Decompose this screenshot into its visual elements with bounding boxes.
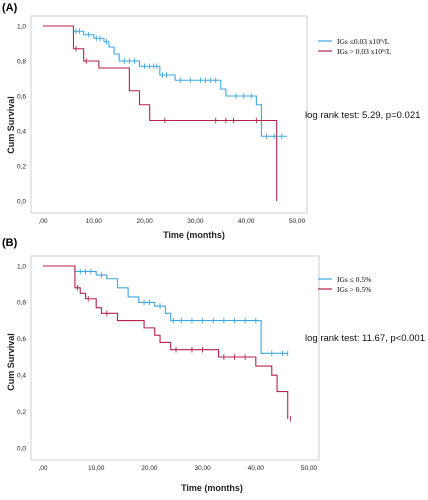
panel-b-legend-label-2: IGs > 0.5% <box>337 285 371 294</box>
panel-b-legend: IGs ≤ 0.5% IGs > 0.5% <box>318 275 371 294</box>
panel-b-label: (B) <box>2 237 18 249</box>
panel-a-y-tick-label: 0,8 <box>17 58 26 65</box>
panel-a-y-tick-label: 1,0 <box>17 23 26 30</box>
panel-b-legend-label-1: IGs ≤ 0.5% <box>337 275 371 284</box>
panel-a-x-tick-label: ,00 <box>38 218 47 225</box>
panel-a-y-tick-label: 0,4 <box>17 128 26 135</box>
panel-b-ticks: 0,0 0,2 0,4 0,6 0,8 1,0 ,00 10,00 20,00 30,00 40,0… <box>17 263 318 472</box>
panel-a-y-tick-label: 0,6 <box>17 93 26 100</box>
panel-b-y-tick-label: 0,6 <box>17 336 26 343</box>
panel-b-y-tick-label: 0,4 <box>17 373 26 380</box>
panel-a-legend-label-1: IGs ≤0.03 x10⁹/L <box>337 37 390 46</box>
panel-b-x-axis-title: Time (months) <box>181 483 243 493</box>
panel-a-plot-frame <box>30 15 308 214</box>
panel-a-x-tick-label: 30,00 <box>187 218 204 225</box>
panel-a-y-tick-label: 0,0 <box>17 198 26 205</box>
panel-a-log-rank-annotation: log rank test: 5.29, p=0.021 <box>305 110 420 121</box>
panel-a-label: (A) <box>2 2 18 14</box>
panel-b-series-2-survival-curve <box>43 265 289 419</box>
panel-a-ticks: 0,0 0,2 0,4 0,6 0,8 1,0 ,00 10,00 20,00 30,00 40,0… <box>17 23 306 225</box>
panel-a-x-tick-label: 20,00 <box>136 218 153 225</box>
panel-b-series-1-survival-curve <box>43 265 288 354</box>
panel-a-x-axis-title: Time (months) <box>163 230 225 240</box>
panel-b-x-tick-label: 50,00 <box>301 465 318 472</box>
panel-a-legend-label-2: IGs > 0.03 x10⁹/L <box>337 47 392 56</box>
panel-b-y-tick-label: 0,8 <box>17 300 26 307</box>
panel-a: (A) 0,0 0,2 0,4 0,6 0,8 1,0 ,00 10,00 20,00 30,00… <box>2 2 420 240</box>
panel-b-x-tick-label: 10,00 <box>88 465 105 472</box>
panel-b-plot-frame <box>30 255 320 461</box>
panel-b-y-tick-label: 0,0 <box>17 445 26 452</box>
panel-b-log-rank-annotation: log rank test: 11.67, p<0.001 <box>305 333 425 344</box>
panel-a-y-axis-title: Cum Survival <box>6 96 16 154</box>
panel-b-y-axis-title: Cum Survival <box>6 333 16 391</box>
panel-a-x-tick-label: 10,00 <box>86 218 103 225</box>
panel-a-y-tick-label: 0,2 <box>17 163 26 170</box>
panel-b-x-tick-label: ,00 <box>38 465 47 472</box>
panel-b: (B) 0,0 0,2 0,4 0,6 0,8 1,0 ,00 10,00 20,00 30,00… <box>2 237 425 493</box>
panel-b-y-tick-label: 1,0 <box>17 263 26 270</box>
panel-b-y-tick-label: 0,2 <box>17 409 26 416</box>
panel-b-x-tick-label: 20,00 <box>141 465 158 472</box>
panel-b-curves <box>43 265 291 422</box>
panel-b-x-tick-label: 40,00 <box>248 465 265 472</box>
panel-a-curves <box>43 25 287 201</box>
panel-b-x-tick-label: 30,00 <box>194 465 211 472</box>
panel-a-x-tick-label: 50,00 <box>289 218 306 225</box>
panel-a-x-tick-label: 40,00 <box>238 218 255 225</box>
panel-a-legend: IGs ≤0.03 x10⁹/L IGs > 0.03 x10⁹/L <box>318 37 392 56</box>
panel-a-series-2-survival-curve <box>43 25 278 201</box>
